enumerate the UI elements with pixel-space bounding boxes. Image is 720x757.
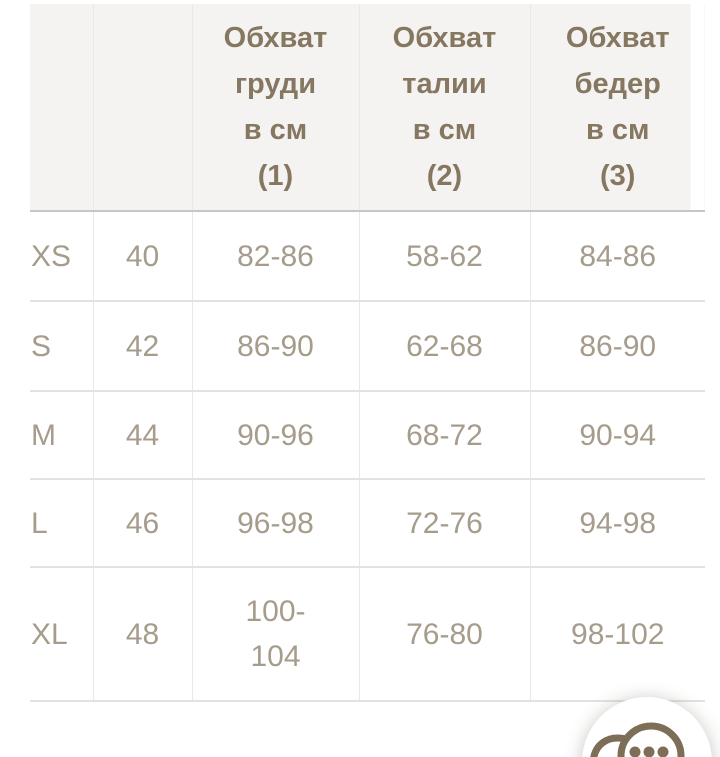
header-hips-cell: Обхват бедер в см (3) [529, 4, 705, 212]
table-row-l: L 46 96-98 72-76 94-98 [30, 479, 705, 568]
size-label-cell: M [30, 391, 93, 480]
size-label-cell: XL [30, 567, 93, 702]
ru-size-cell: 42 [92, 301, 192, 392]
header-line: (3) [600, 160, 636, 192]
ru-size-cell: 48 [92, 567, 192, 702]
header-line: в см [412, 114, 477, 146]
ru-size-cell: 40 [92, 211, 192, 302]
header-row: Обхват груди в см (1) Обхват талии в см … [30, 4, 705, 212]
waist-cell: 58-62 [358, 211, 530, 302]
hips-cell: 84-86 [529, 211, 705, 302]
chest-cell: 100-104 [191, 567, 359, 702]
chest-cell: 96-98 [191, 479, 359, 568]
hips-cell: 98-102 [529, 567, 705, 702]
size-label-cell: S [30, 301, 93, 392]
header-line: (1) [257, 160, 294, 192]
chest-value: 100-104 [245, 595, 306, 673]
ru-size-cell: 44 [92, 391, 192, 480]
table-header: Обхват груди в см (1) Обхват талии в см … [30, 4, 705, 212]
size-label-cell: L [30, 479, 93, 568]
table-row-xs: XS 40 82-86 58-62 84-86 [30, 211, 705, 302]
header-line: талии [402, 68, 487, 100]
header-chest-cell: Обхват груди в см (1) [191, 4, 359, 212]
header-line: Обхват [223, 22, 328, 54]
header-size-cell [30, 4, 93, 212]
header-line: в см [586, 114, 650, 146]
chest-cell: 86-90 [191, 301, 359, 392]
hips-cell: 94-98 [529, 479, 705, 568]
chest-cell: 90-96 [191, 391, 359, 480]
waist-cell: 62-68 [358, 301, 530, 392]
ru-size-cell: 46 [92, 479, 192, 568]
waist-cell: 72-76 [358, 479, 530, 568]
header-line: Обхват [392, 22, 497, 54]
hips-cell: 90-94 [529, 391, 705, 480]
table-row-s: S 42 86-90 62-68 86-90 [30, 301, 705, 392]
chat-fab-button[interactable] [582, 697, 712, 757]
waist-cell: 76-80 [358, 567, 530, 702]
header-line: бедер [574, 68, 661, 100]
header-line: (2) [426, 160, 463, 192]
header-line: в см [243, 114, 308, 146]
header-line: Обхват [565, 22, 670, 54]
table-row-m: M 44 90-96 68-72 90-94 [30, 391, 705, 480]
waist-cell: 68-72 [358, 391, 530, 480]
header-ru-size-cell [92, 4, 192, 212]
table-row-xl: XL 48 100-104 76-80 98-102 [30, 567, 705, 702]
hips-cell: 86-90 [529, 301, 705, 392]
size-label-cell: XS [30, 211, 93, 302]
header-line: груди [234, 68, 317, 100]
size-chart-table: Обхват груди в см (1) Обхват талии в см … [30, 4, 705, 702]
chest-cell: 82-86 [191, 211, 359, 302]
header-waist-cell: Обхват талии в см (2) [358, 4, 530, 212]
